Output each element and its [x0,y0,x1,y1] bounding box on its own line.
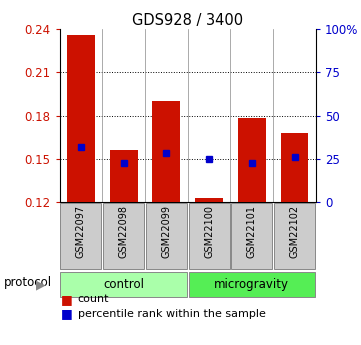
Text: GSM22100: GSM22100 [204,205,214,258]
FancyBboxPatch shape [60,272,187,297]
FancyBboxPatch shape [103,203,144,269]
Text: GSM22102: GSM22102 [290,205,300,258]
Bar [280,133,308,202]
Text: GSM22097: GSM22097 [76,205,86,258]
Text: GSM22098: GSM22098 [119,205,129,258]
FancyBboxPatch shape [188,203,230,269]
Title: GDS928 / 3400: GDS928 / 3400 [132,13,243,28]
Text: control: control [103,278,144,291]
Bar [67,35,95,202]
FancyBboxPatch shape [60,203,101,269]
Text: ▶: ▶ [36,278,46,291]
Text: microgravity: microgravity [214,278,289,291]
Text: count: count [78,294,109,304]
Text: ■: ■ [61,293,73,306]
Text: protocol: protocol [4,276,52,289]
FancyBboxPatch shape [188,272,315,297]
Text: GSM22099: GSM22099 [161,205,171,258]
Bar [238,118,266,202]
Text: GSM22101: GSM22101 [247,205,257,258]
Bar [195,197,223,202]
Bar [110,150,138,202]
Text: ■: ■ [61,307,73,321]
FancyBboxPatch shape [274,203,315,269]
Text: percentile rank within the sample: percentile rank within the sample [78,309,265,319]
Bar [152,101,180,202]
FancyBboxPatch shape [231,203,272,269]
FancyBboxPatch shape [146,203,187,269]
